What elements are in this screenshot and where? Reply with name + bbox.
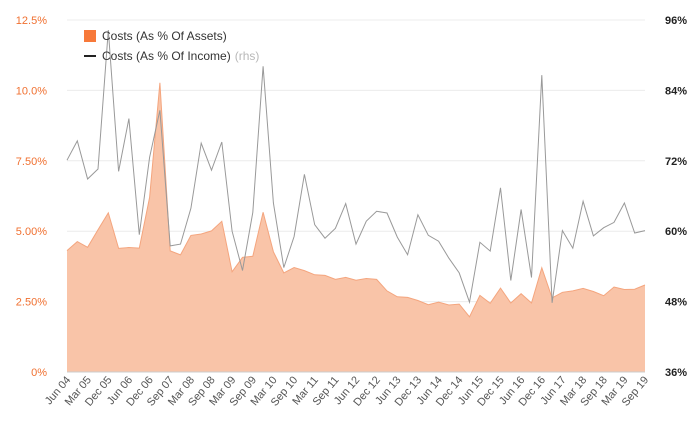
left-tick-label: 10.0% — [16, 85, 47, 97]
legend-label-rhs: (rhs) — [234, 49, 260, 63]
left-tick-label: 0% — [31, 367, 47, 379]
right-y-axis: 36% 48% 60% 72% 84% 96% — [665, 15, 687, 379]
legend-label-assets: Costs (As % Of Assets) — [102, 29, 227, 43]
income-swatch — [84, 55, 96, 57]
legend-label-income: Costs (As % Of Income) — [102, 49, 231, 63]
right-tick-label: 36% — [665, 367, 687, 379]
assets-swatch — [84, 30, 96, 42]
legend-item-assets[interactable]: Costs (As % Of Assets) — [84, 26, 259, 46]
left-tick-label: 2.50% — [16, 297, 47, 309]
right-tick-label: 72% — [665, 156, 687, 168]
left-y-axis: 0% 2.50% 5.00% 7.50% 10.0% 12.5% — [16, 15, 47, 379]
left-tick-label: 5.00% — [16, 226, 47, 238]
right-tick-label: 48% — [665, 297, 687, 309]
left-tick-label: 7.50% — [16, 156, 47, 168]
right-tick-label: 60% — [665, 226, 687, 238]
income-line — [66, 29, 646, 305]
right-tick-label: 96% — [665, 15, 687, 27]
legend: Costs (As % Of Assets) Costs (As % Of In… — [84, 26, 259, 66]
right-tick-label: 84% — [665, 85, 687, 97]
left-tick-label: 12.5% — [16, 15, 47, 27]
legend-item-income[interactable]: Costs (As % Of Income) (rhs) — [84, 46, 259, 66]
assets-area — [67, 82, 645, 373]
assets-area-edge — [66, 82, 646, 318]
